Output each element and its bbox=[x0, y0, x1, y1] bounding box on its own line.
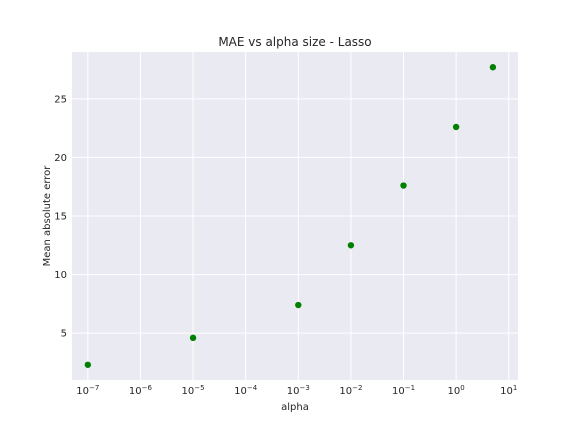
data-point bbox=[347, 242, 355, 249]
y-tick-label: 5 bbox=[61, 329, 67, 340]
data-point bbox=[189, 334, 197, 342]
x-tick-label: 10−2 bbox=[339, 384, 362, 397]
x-tick-label: 10−7 bbox=[76, 384, 99, 397]
data-point bbox=[400, 182, 407, 189]
x-tick-label: 100 bbox=[448, 384, 465, 397]
chart-title: MAE vs alpha size - Lasso bbox=[218, 35, 371, 49]
y-axis-label: Mean absolute error bbox=[42, 165, 53, 267]
y-tick-label: 15 bbox=[54, 212, 67, 223]
y-tick-label: 10 bbox=[54, 270, 67, 281]
y-tick-label: 20 bbox=[54, 153, 67, 164]
x-tick-label: 10−4 bbox=[234, 384, 258, 397]
x-tick-labels: 10−7 10−6 10−5 10−4 10−3 10−2 10−1 100 101 bbox=[76, 384, 517, 397]
data-point bbox=[489, 64, 497, 71]
x-tick-label: 10−1 bbox=[392, 384, 415, 397]
x-tick-label: 101 bbox=[500, 384, 517, 397]
data-point bbox=[84, 361, 92, 368]
data-points bbox=[84, 64, 497, 368]
x-tick-label: 10−3 bbox=[287, 384, 310, 397]
grid-lines bbox=[72, 52, 518, 380]
x-tick-label: 10−5 bbox=[182, 384, 205, 397]
data-point bbox=[295, 301, 302, 309]
y-tick-labels: 5 10 15 20 25 bbox=[54, 94, 67, 339]
y-tick-label: 25 bbox=[54, 94, 67, 105]
x-tick-label: 10−6 bbox=[129, 384, 153, 397]
x-axis-label: alpha bbox=[281, 402, 309, 413]
data-point bbox=[452, 123, 460, 131]
